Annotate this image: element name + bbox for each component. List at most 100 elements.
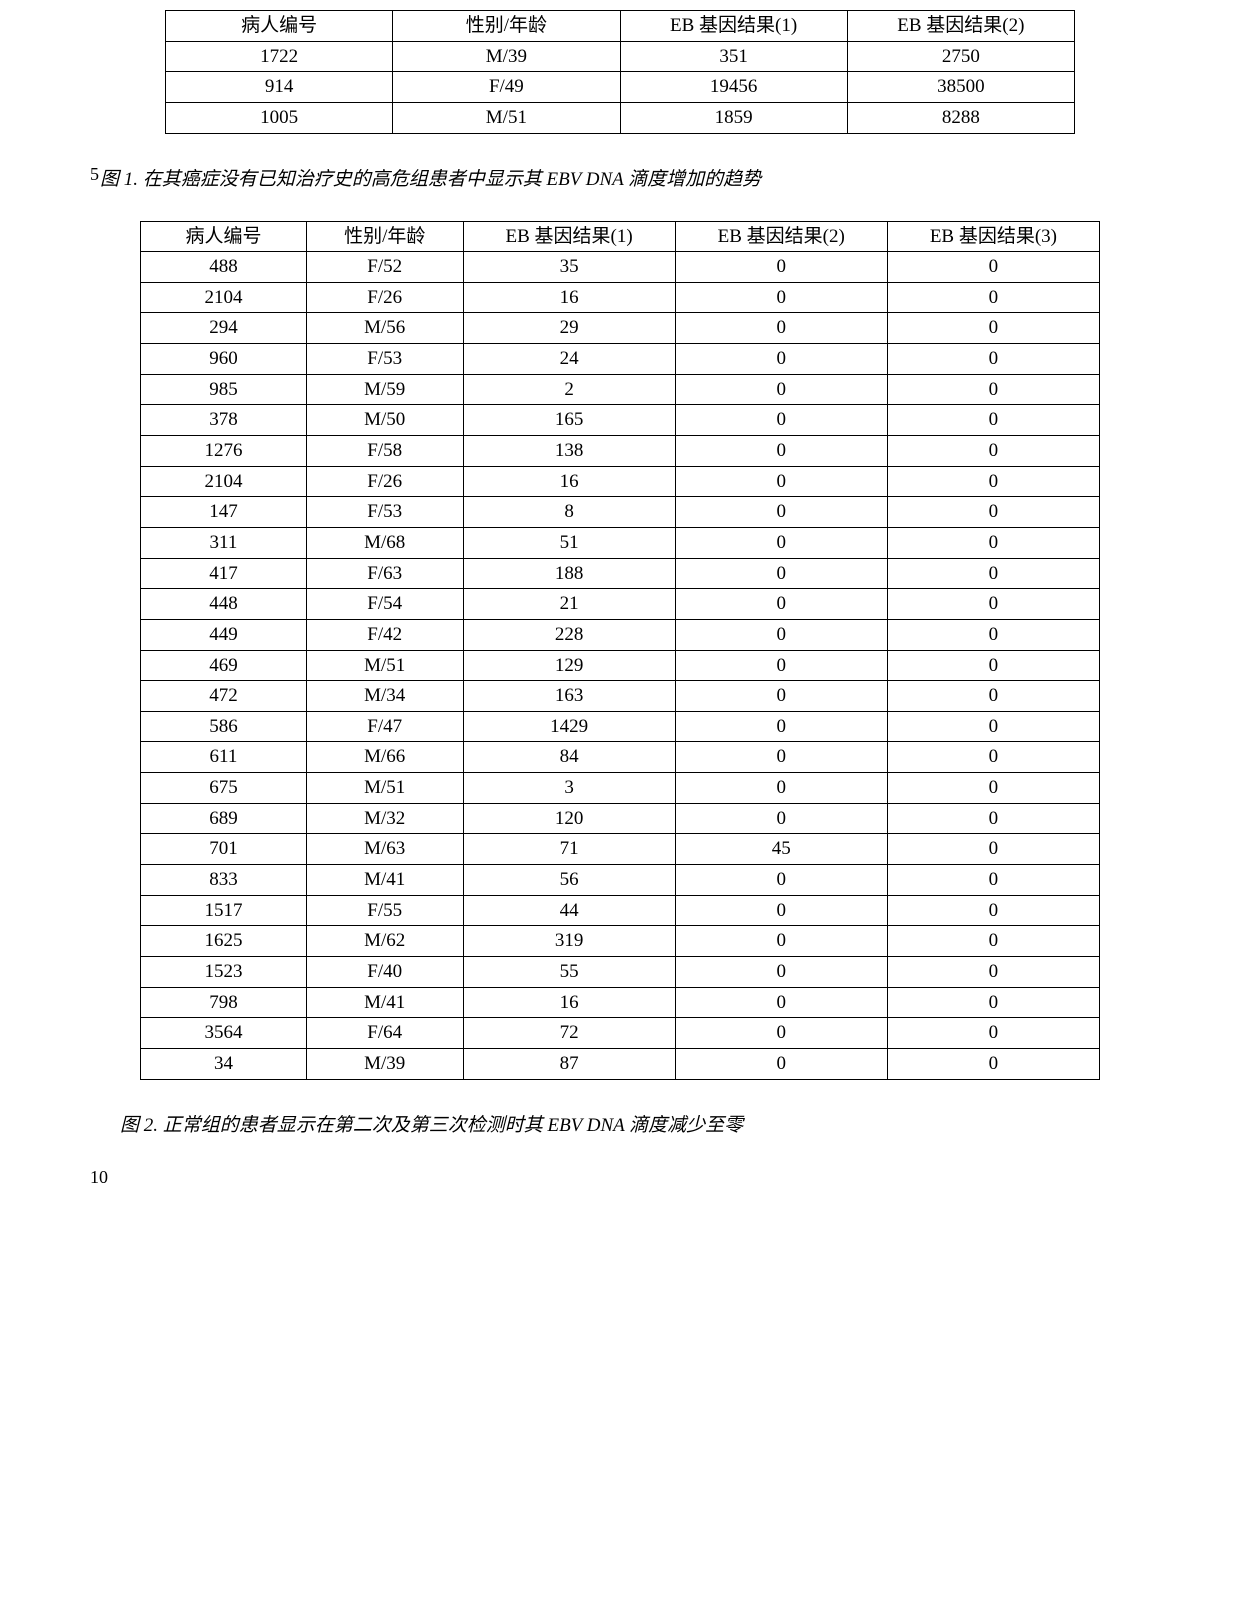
table-cell: M/34 (306, 681, 463, 712)
table-cell: 0 (887, 834, 1099, 865)
table-row: 3564F/647200 (141, 1018, 1100, 1049)
table-row: 147F/53800 (141, 497, 1100, 528)
table-cell: 0 (887, 865, 1099, 896)
figure-1-caption: 图 1. 在其癌症没有已知治疗史的高危组患者中显示其 EBV DNA 滴度增加的… (100, 164, 1170, 191)
table-cell: 0 (887, 711, 1099, 742)
table-row: 311M/685100 (141, 527, 1100, 558)
col-header: EB 基因结果(2) (675, 221, 887, 252)
table-cell: 449 (141, 619, 307, 650)
table-cell: F/49 (393, 72, 620, 103)
table-cell: F/58 (306, 436, 463, 467)
table-cell: 0 (887, 527, 1099, 558)
table-cell: 38500 (847, 72, 1074, 103)
table-cell: 319 (463, 926, 675, 957)
table-row: 294M/562900 (141, 313, 1100, 344)
table-cell: 44 (463, 895, 675, 926)
table-1-body: 1722M/393512750914F/4919456385001005M/51… (166, 41, 1075, 133)
table-row: 833M/415600 (141, 865, 1100, 896)
table-row: 985M/59200 (141, 374, 1100, 405)
table-cell: 35 (463, 252, 675, 283)
table-cell: M/68 (306, 527, 463, 558)
table-cell: F/54 (306, 589, 463, 620)
table-cell: M/59 (306, 374, 463, 405)
table-cell: M/41 (306, 865, 463, 896)
table-row: 914F/491945638500 (166, 72, 1075, 103)
table-cell: F/52 (306, 252, 463, 283)
table-row: 1625M/6231900 (141, 926, 1100, 957)
table-cell: 8 (463, 497, 675, 528)
table-cell: 0 (887, 374, 1099, 405)
table-cell: 1429 (463, 711, 675, 742)
table-row: 417F/6318800 (141, 558, 1100, 589)
table-cell: M/56 (306, 313, 463, 344)
table-cell: 19456 (620, 72, 847, 103)
table-cell: 0 (887, 436, 1099, 467)
table-cell: 985 (141, 374, 307, 405)
table-cell: F/55 (306, 895, 463, 926)
table-cell: 351 (620, 41, 847, 72)
table-cell: M/39 (306, 1048, 463, 1079)
table-cell: 0 (887, 282, 1099, 313)
table-cell: 0 (887, 956, 1099, 987)
table-row: 701M/6371450 (141, 834, 1100, 865)
table-cell: F/26 (306, 466, 463, 497)
table-row: 1523F/405500 (141, 956, 1100, 987)
table-cell: 311 (141, 527, 307, 558)
table-cell: 0 (887, 558, 1099, 589)
table-cell: 675 (141, 773, 307, 804)
table-cell: 24 (463, 344, 675, 375)
table-cell: F/63 (306, 558, 463, 589)
table-cell: M/51 (306, 773, 463, 804)
table-cell: 34 (141, 1048, 307, 1079)
table-cell: 798 (141, 987, 307, 1018)
table-cell: 21 (463, 589, 675, 620)
table-cell: 0 (675, 405, 887, 436)
col-header: 性别/年龄 (393, 11, 620, 42)
table-cell: F/53 (306, 497, 463, 528)
table-cell: 0 (887, 803, 1099, 834)
table-cell: 0 (675, 803, 887, 834)
table-cell: 1005 (166, 102, 393, 133)
table-cell: 3 (463, 773, 675, 804)
table-cell: 0 (887, 313, 1099, 344)
table-cell: 2750 (847, 41, 1074, 72)
table-cell: 0 (675, 773, 887, 804)
table-cell: 0 (675, 344, 887, 375)
col-header: EB 基因结果(1) (620, 11, 847, 42)
table-cell: 0 (887, 742, 1099, 773)
table-row: 2104F/261600 (141, 282, 1100, 313)
table-cell: M/32 (306, 803, 463, 834)
table-cell: 2 (463, 374, 675, 405)
table-cell: 56 (463, 865, 675, 896)
table-cell: 0 (675, 681, 887, 712)
table-cell: 0 (675, 313, 887, 344)
col-header: EB 基因结果(1) (463, 221, 675, 252)
table-row: 1517F/554400 (141, 895, 1100, 926)
table-row: 469M/5112900 (141, 650, 1100, 681)
table-cell: 8288 (847, 102, 1074, 133)
table-cell: 0 (675, 1048, 887, 1079)
table-cell: 0 (675, 466, 887, 497)
table-cell: 120 (463, 803, 675, 834)
table-cell: 1517 (141, 895, 307, 926)
col-header: EB 基因结果(3) (887, 221, 1099, 252)
table-cell: 1523 (141, 956, 307, 987)
table-cell: 1859 (620, 102, 847, 133)
table-row: 675M/51300 (141, 773, 1100, 804)
table-row: 1722M/393512750 (166, 41, 1075, 72)
table-cell: 0 (887, 619, 1099, 650)
table-cell: 701 (141, 834, 307, 865)
document-page: 病人编号 性别/年龄 EB 基因结果(1) EB 基因结果(2) 1722M/3… (0, 0, 1240, 1227)
table-cell: M/63 (306, 834, 463, 865)
table-row: 472M/3416300 (141, 681, 1100, 712)
table-cell: 228 (463, 619, 675, 650)
table-cell: 51 (463, 527, 675, 558)
table-cell: 0 (675, 987, 887, 1018)
table-cell: 0 (887, 589, 1099, 620)
table-row: 2104F/261600 (141, 466, 1100, 497)
table-cell: 165 (463, 405, 675, 436)
table-1-head: 病人编号 性别/年龄 EB 基因结果(1) EB 基因结果(2) (166, 11, 1075, 42)
col-header: 病人编号 (166, 11, 393, 42)
table-cell: 188 (463, 558, 675, 589)
table-cell: M/41 (306, 987, 463, 1018)
